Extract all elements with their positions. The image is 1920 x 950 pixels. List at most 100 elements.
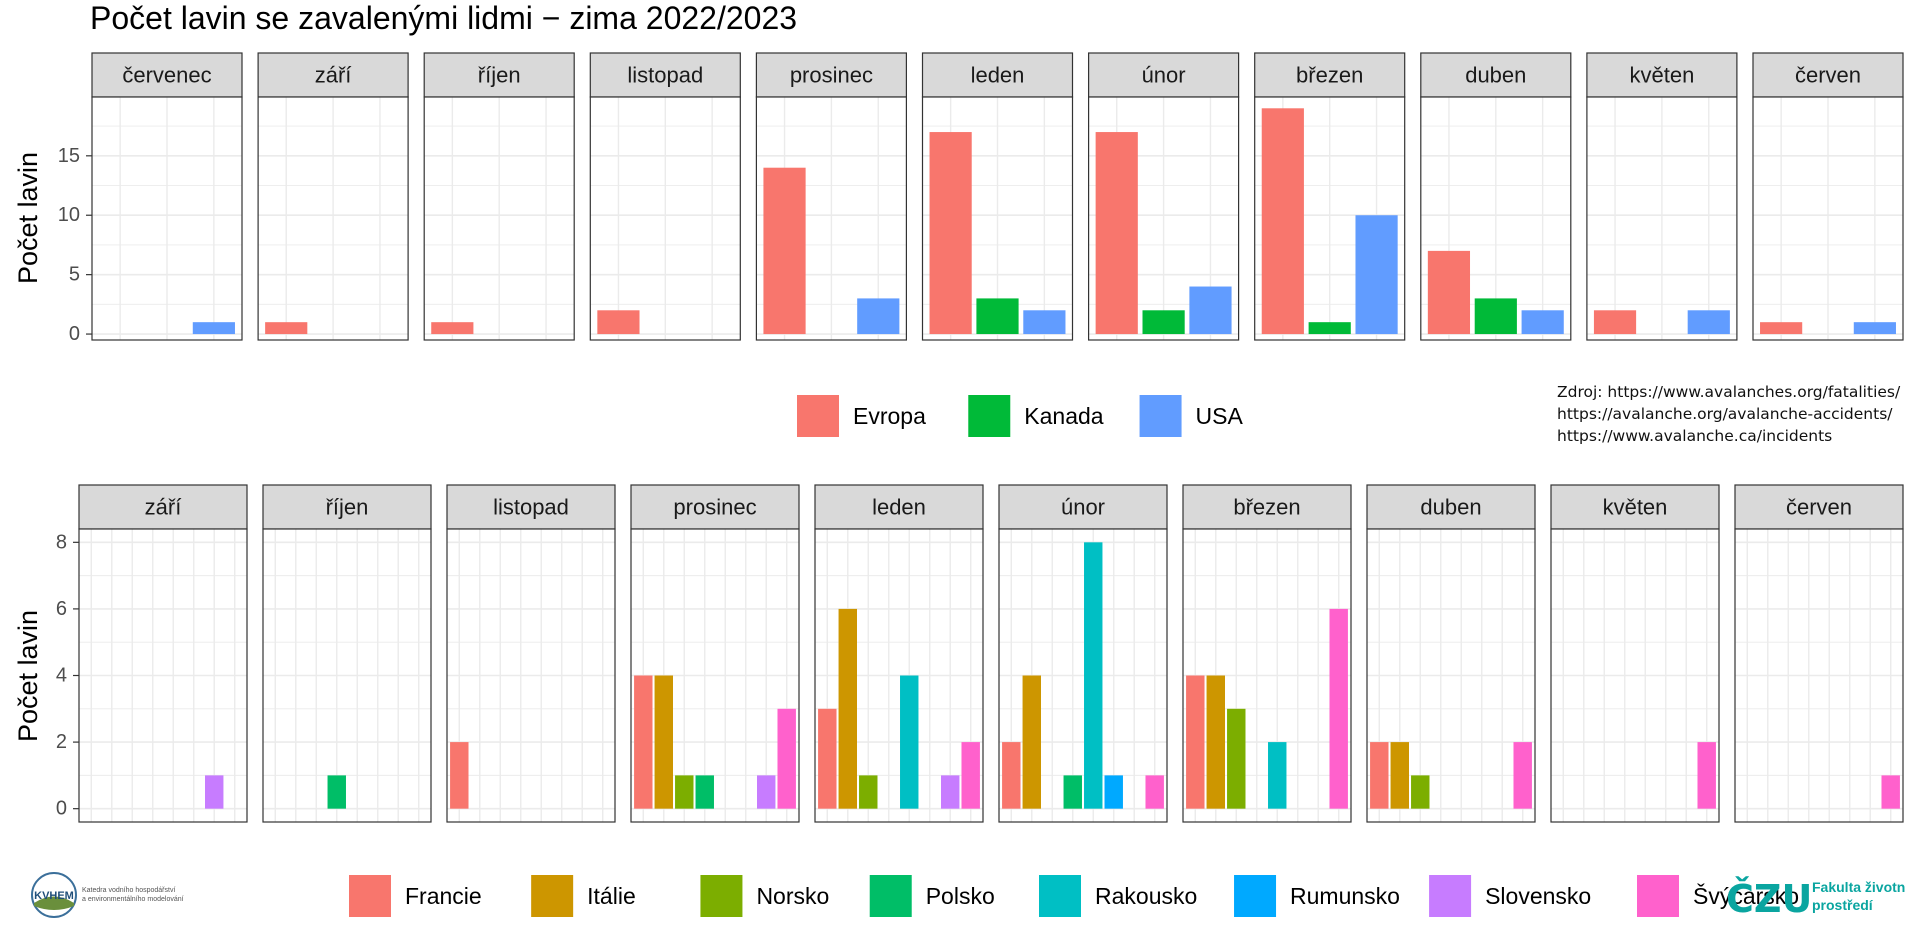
panel-1-zari: září bbox=[78, 484, 248, 823]
strip-label-0-listopad: listopad bbox=[627, 63, 703, 88]
bar-1-leden-svycarsko bbox=[961, 742, 980, 809]
bar-0-leden-kanada bbox=[976, 298, 1019, 335]
bar-1-brezen-norsko bbox=[1227, 708, 1246, 809]
panel-0-zari: září bbox=[257, 52, 409, 341]
strip-label-0-cerven: červen bbox=[1795, 63, 1861, 88]
bar-0-unor-usa bbox=[1189, 286, 1232, 335]
bar-1-prosinec-polsko bbox=[695, 775, 714, 809]
strip-label-1-listopad: listopad bbox=[493, 495, 569, 520]
legend-key-1-rumunsko bbox=[1234, 875, 1277, 917]
czu-logo-name: ČZU bbox=[1726, 877, 1812, 920]
strip-label-0-rijen: říjen bbox=[478, 63, 521, 88]
legend-key-1-svycarsko bbox=[1637, 875, 1679, 917]
y-tick-label-1-4: 4 bbox=[56, 665, 67, 687]
bar-0-prosinec-usa bbox=[857, 298, 900, 335]
bar-0-rijen-evropa bbox=[431, 322, 474, 335]
strip-label-1-unor: únor bbox=[1061, 495, 1105, 520]
panel-0-rijen: říjen bbox=[423, 52, 575, 341]
panel-0-prosinec: prosinec bbox=[755, 52, 908, 341]
legend-label-1-polsko: Polsko bbox=[926, 883, 995, 909]
panel-0-brezen: březen bbox=[1254, 52, 1406, 341]
bar-1-kveten-svycarsko bbox=[1697, 742, 1716, 809]
panel-border-1-kveten bbox=[1550, 528, 1720, 823]
bar-0-zari-evropa bbox=[265, 322, 308, 335]
panel-border-1-unor bbox=[998, 528, 1168, 823]
chart-title: Počet lavin se zavalenými lidmi − zima 2… bbox=[90, 0, 797, 36]
legend-label-1-svycarsko: Švýcarsko bbox=[1693, 882, 1799, 909]
bar-0-cerven-usa bbox=[1853, 322, 1896, 335]
panel-1-duben: duben bbox=[1366, 484, 1536, 823]
strip-1-prosinec bbox=[630, 484, 800, 530]
strip-label-1-zari: září bbox=[145, 495, 182, 520]
panel-border-0-prosinec bbox=[755, 96, 908, 341]
bar-1-leden-norsko bbox=[859, 775, 878, 809]
strip-label-1-cerven: červen bbox=[1786, 495, 1852, 520]
legend-1: Francie Itálie Norsko Polsko Rakousko Rumunsk… bbox=[349, 875, 1799, 917]
strip-label-0-cervenec: červenec bbox=[122, 63, 211, 88]
panel-border-0-rijen bbox=[423, 96, 575, 341]
bar-1-unor-rakousko bbox=[1084, 542, 1103, 809]
source-note: Zdroj: https://www.avalanches.org/fatali… bbox=[1557, 381, 1900, 447]
bar-0-brezen-usa bbox=[1355, 215, 1398, 335]
strip-1-leden bbox=[814, 484, 984, 530]
chart-top: Počet lavin 0 5 10 15 červenec září říjen listop… bbox=[13, 52, 1904, 437]
bar-1-duben-norsko bbox=[1411, 775, 1430, 809]
panel-0-listopad: listopad bbox=[589, 52, 741, 341]
y-tick-label-0-15: 15 bbox=[58, 145, 80, 167]
czu-logo-line-2: prostředí bbox=[1812, 897, 1874, 913]
bar-0-unor-evropa bbox=[1095, 132, 1138, 335]
panel-border-0-unor bbox=[1087, 96, 1240, 341]
panel-0-leden: leden bbox=[921, 52, 1074, 341]
bar-1-unor-svycarsko bbox=[1145, 775, 1164, 809]
strip-0-unor bbox=[1087, 52, 1240, 98]
bar-1-brezen-svycarsko bbox=[1329, 608, 1348, 809]
bar-0-kveten-evropa bbox=[1593, 310, 1637, 335]
legend-label-0-kanada: Kanada bbox=[1024, 403, 1104, 429]
strip-0-cervenec bbox=[91, 52, 243, 98]
source-line-3: https://www.avalanche.ca/incidents bbox=[1557, 427, 1833, 445]
bar-0-unor-kanada bbox=[1142, 310, 1185, 335]
panel-1-cerven: červen bbox=[1734, 484, 1904, 823]
panel-1-listopad: listopad bbox=[446, 484, 616, 823]
bar-0-listopad-evropa bbox=[597, 310, 640, 335]
bar-1-prosinec-italie bbox=[654, 675, 673, 809]
bar-0-brezen-kanada bbox=[1308, 322, 1351, 335]
czu-logo: ČZU Fakulta životního prostředí bbox=[1726, 877, 1906, 920]
bar-1-unor-rumunsko bbox=[1104, 775, 1123, 809]
y-tick-label-1-6: 6 bbox=[56, 598, 67, 620]
legend-label-1-italie: Itálie bbox=[587, 883, 636, 909]
bar-1-duben-svycarsko bbox=[1513, 742, 1532, 809]
bar-0-kveten-usa bbox=[1687, 310, 1730, 335]
strip-label-1-prosinec: prosinec bbox=[673, 495, 756, 520]
kvhem-logo-line-1: Katedra vodního hospodářství bbox=[82, 887, 175, 894]
panel-border-0-zari bbox=[257, 96, 409, 341]
strip-label-0-brezen: březen bbox=[1296, 63, 1363, 88]
panel-border-0-leden bbox=[921, 96, 1074, 341]
y-axis-title-0: Počet lavin bbox=[13, 152, 43, 284]
panel-0-kveten: květen bbox=[1586, 52, 1738, 341]
panel-0-cervenec: červenec bbox=[91, 52, 243, 341]
bar-1-duben-italie bbox=[1390, 742, 1409, 809]
legend-key-0-evropa bbox=[797, 395, 839, 437]
source-line-1: Zdroj: https://www.avalanches.org/fatali… bbox=[1557, 383, 1901, 401]
panel-border-0-brezen bbox=[1254, 96, 1406, 341]
bar-0-duben-usa bbox=[1521, 310, 1564, 335]
y-tick-label-0-5: 5 bbox=[69, 264, 80, 286]
legend-0: Evropa Kanada USA bbox=[797, 395, 1244, 437]
legend-label-0-usa: USA bbox=[1196, 403, 1244, 429]
strip-1-unor bbox=[998, 484, 1168, 530]
panel-1-prosinec: prosinec bbox=[630, 484, 800, 823]
bar-1-unor-francie bbox=[1002, 742, 1021, 809]
panel-border-0-duben bbox=[1420, 96, 1572, 341]
panel-border-0-kveten bbox=[1586, 96, 1738, 341]
panel-1-kveten: květen bbox=[1550, 484, 1720, 823]
strip-0-kveten bbox=[1586, 52, 1738, 98]
panel-0-duben: duben bbox=[1420, 52, 1572, 341]
source-line-2: https://avalanche.org/avalanche-accident… bbox=[1557, 405, 1893, 423]
panel-0-unor: únor bbox=[1087, 52, 1240, 341]
bar-1-duben-francie bbox=[1370, 742, 1389, 809]
strip-0-leden bbox=[921, 52, 1074, 98]
kvhem-logo-name: KVHEM bbox=[34, 890, 74, 902]
strip-label-1-duben: duben bbox=[1420, 495, 1481, 520]
bar-1-leden-francie bbox=[818, 708, 837, 809]
